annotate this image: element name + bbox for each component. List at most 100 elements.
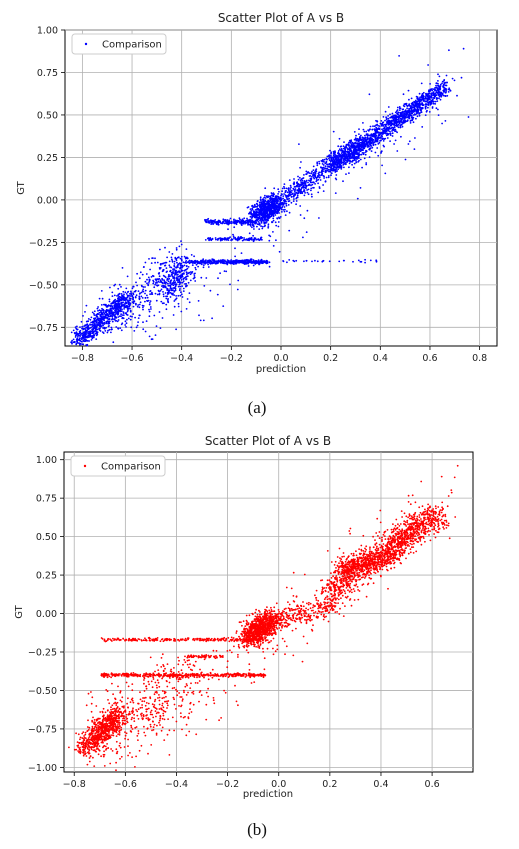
scatter-point [172,270,175,272]
scatter-point [200,263,203,266]
scatter-point [157,280,160,283]
scatter-point [288,179,291,182]
scatter-point [98,297,101,300]
scatter-point [369,134,371,137]
scatter-point [366,136,369,139]
scatter-point [420,94,423,97]
scatter-point [152,279,155,282]
scatter-point [422,95,425,98]
scatter-point [170,289,173,292]
scatter-point [311,170,313,173]
scatter-point [100,304,103,306]
scatter-point [103,321,106,324]
scatter-point [251,216,254,219]
scatter-point [329,149,331,152]
scatter-point [211,317,214,320]
scatter-point [118,283,121,286]
scatter-point [359,187,362,189]
scatter-point [386,121,389,124]
scatter-point [145,273,148,275]
scatter-point [147,299,150,302]
scatter-point [371,135,373,138]
y-tick-label: 0.50 [37,110,58,121]
scatter-point [169,280,172,283]
scatter-point [288,259,291,261]
scatter-point [222,220,224,223]
scatter-point [216,221,219,223]
scatter-point [384,119,386,122]
scatter-point [339,165,342,168]
scatter-point [281,203,283,205]
scatter-point [164,246,166,249]
scatter-point [110,326,113,329]
scatter-point [165,308,168,311]
scatter-point [380,125,383,127]
scatter-point [274,203,277,205]
scatter-point [293,183,295,186]
scatter-point [296,189,299,192]
y-axis-label-a: GT [16,180,27,194]
scatter-point [126,294,129,297]
scatter-point [98,324,101,327]
scatter-point [171,271,174,274]
scatter-point [188,271,191,274]
scatter-point [278,198,280,201]
scatter-point [243,238,246,241]
scatter-point [123,308,125,310]
scatter-point [306,209,309,212]
scatter-point [236,259,238,261]
scatter-point [440,95,443,98]
scatter-point [353,162,356,165]
scatter-point [221,259,224,262]
scatter-point [381,131,384,134]
scatter-point [288,200,291,202]
scatter-point [369,259,372,262]
scatter-point [99,310,102,312]
scatter-point [414,137,416,139]
scatter-point [277,221,280,223]
scatter-point [179,282,182,284]
x-tick-label: 0.8 [472,353,487,364]
scatter-point [365,163,368,166]
scatter-point [292,200,295,203]
scatter-point [86,340,89,342]
scatter-point [259,238,262,240]
scatter-point [120,286,122,288]
scatter-point [93,323,96,325]
scatter-point [289,193,292,196]
scatter-point [128,305,131,308]
scatter-point [340,147,343,150]
scatter-point [377,127,379,130]
scatter-point [406,107,408,110]
scatter-point [224,219,227,222]
scatter-point [180,259,183,262]
scatter-point [79,326,81,328]
scatter-point [138,295,141,298]
scatter-point [275,195,277,197]
scatter-point [171,253,174,255]
scatter-point [173,300,176,302]
scatter-point [120,304,123,307]
scatter-point [142,266,145,268]
scatter-point [229,236,232,239]
scatter-point [157,284,160,287]
scatter-point [419,98,422,101]
scatter-point [209,262,212,265]
scatter-point [243,237,246,239]
scatter-point [403,112,406,114]
scatter-point [416,97,419,100]
scatter-point [95,321,98,323]
scatter-point [333,152,336,155]
scatter-point [368,156,371,159]
scatter-point [236,239,239,242]
scatter-point [264,200,267,203]
scatter-point [399,114,401,117]
scatter-point [175,328,178,331]
scatter-point [172,284,175,287]
scatter-point [169,288,172,290]
scatter-point [202,258,205,261]
scatter-point [268,265,271,268]
scatter-point [177,285,180,288]
scatter-point [460,76,463,79]
scatter-point [114,309,117,311]
